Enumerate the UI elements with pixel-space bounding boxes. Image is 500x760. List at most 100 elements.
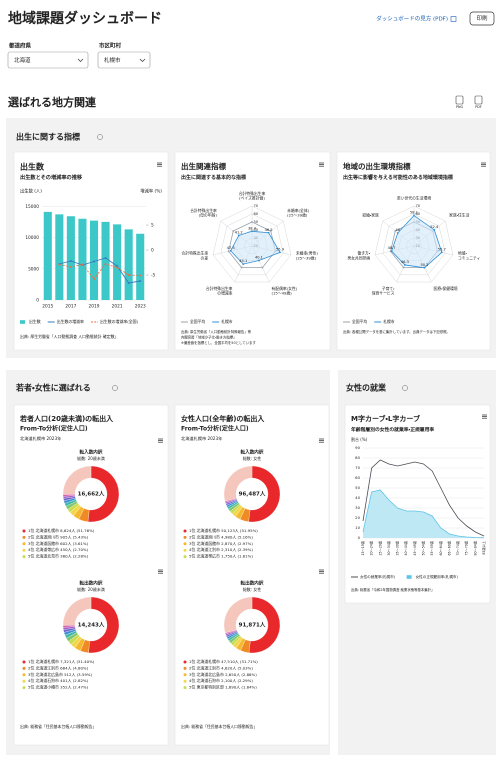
x-tick-label: 25〜29歳 xyxy=(377,540,382,555)
x-tick-label: 65〜69歳 xyxy=(446,540,451,555)
radar-area xyxy=(391,214,443,269)
radar-axis-label: (15〜49歳) xyxy=(272,290,293,295)
radar-axis-label: 結婚・家族 xyxy=(362,213,379,218)
line-point xyxy=(69,266,72,268)
radar-grid xyxy=(212,205,292,283)
radar-axis-label: 家族・住生活 xyxy=(449,213,469,218)
donut-hole xyxy=(75,609,107,641)
legend-swatch xyxy=(183,660,187,664)
donut-hole xyxy=(236,478,268,510)
card-subtitle: From-To分析(定住人口) xyxy=(181,425,249,433)
radar-grid xyxy=(382,213,446,276)
y-tick-label: 0 xyxy=(36,298,39,304)
line-point xyxy=(104,257,107,259)
legend-label: 全国平均 xyxy=(352,319,367,324)
radar-axis-label: 合計特殊出生率 xyxy=(182,251,209,256)
x-tick-label: 35〜39歳 xyxy=(395,540,400,555)
legend-swatch xyxy=(22,542,26,546)
y-tick-label: 20 xyxy=(355,515,360,520)
prefecture-select[interactable] xyxy=(7,51,89,69)
print-button-label[interactable]: 印刷 xyxy=(476,14,488,22)
legend-swatch xyxy=(22,660,26,664)
print-button[interactable] xyxy=(469,11,495,26)
x-tick-label: 60〜64歳 xyxy=(438,540,443,555)
data-label: 41.2 xyxy=(235,230,243,234)
icon-label[interactable]: PNG xyxy=(456,105,463,109)
radar-axis-label: 若い世代の生活環境 xyxy=(397,196,431,201)
guide-link[interactable]: ダッシュボードの見方 (PDF) xyxy=(376,15,448,23)
x-tick-label: 30〜34歳 xyxy=(386,540,391,555)
card-title: 女性人口(全年齢)の転出入 xyxy=(181,414,265,423)
legend-label: 1位 北海道札幌市 47,510人 (51.71%) xyxy=(189,659,258,664)
donut-heading: 転入数内訳 xyxy=(80,449,103,456)
prefecture-value[interactable]: 北海道 xyxy=(14,56,31,64)
info-icon[interactable] xyxy=(97,134,103,140)
png-icon[interactable] xyxy=(455,95,464,105)
radar-point xyxy=(242,263,245,265)
data-label: 47.3 xyxy=(227,246,235,250)
card-subtitle: 出生に関連する基本的な指標 xyxy=(181,174,246,181)
data-label: 50.2 xyxy=(420,263,428,267)
radar-axis-label: (25〜39歳) xyxy=(296,255,317,260)
line xyxy=(59,257,141,284)
line-point xyxy=(127,274,130,276)
x-tick-label: 2015 xyxy=(42,304,53,310)
card-title: M字カーブ・L字カーブ xyxy=(351,414,420,423)
bar xyxy=(101,221,110,300)
info-icon[interactable] xyxy=(402,385,408,391)
donut-subheading: 総数: 20歳未満 xyxy=(77,455,105,461)
donut-slice xyxy=(87,465,120,523)
radar-point xyxy=(251,230,253,233)
x-tick-label: 70〜74歳 xyxy=(455,540,460,555)
pdf-icon[interactable] xyxy=(474,95,483,105)
radar-point xyxy=(279,251,281,254)
radar-axis-label: 働き方・ xyxy=(357,251,370,256)
radar-point xyxy=(390,250,393,253)
x-tick-label: 55〜59歳 xyxy=(429,540,434,555)
bar xyxy=(89,220,99,300)
y-tick-label: 70 xyxy=(355,465,360,470)
donut-slice xyxy=(62,465,92,495)
y-tick-label: 30 xyxy=(355,505,360,510)
donut-subheading: 総数: 女性 xyxy=(243,455,262,461)
city-select[interactable] xyxy=(97,51,151,69)
panel-title: 女性の就業 xyxy=(346,383,387,393)
card-subtitle: 出生等に影響を与える可能性のある地域環境指標 xyxy=(343,174,453,181)
card-title: 出生関連指標 xyxy=(181,161,226,171)
r-tick-label: 50 xyxy=(254,220,259,224)
radar-axis-label: 子育て・ xyxy=(382,286,395,291)
legend-swatch xyxy=(406,575,412,579)
legend-label: 5位 東京都特別区部 1,690人 (1.84%) xyxy=(189,685,257,690)
y2-axis-title: 増減率 (%) xyxy=(140,188,162,195)
card-subtitle: 出生数とその増減率の推移 xyxy=(20,173,83,181)
chevron xyxy=(77,58,84,62)
legend-swatch xyxy=(183,535,187,539)
bar xyxy=(136,233,145,300)
caption: 北海道札幌市 2023年 xyxy=(181,435,222,442)
legend-swatch xyxy=(22,673,26,677)
legend-swatch xyxy=(22,555,26,559)
legend-swatch xyxy=(183,679,187,683)
data-label: 46.3 xyxy=(401,260,409,264)
x-tick-label: 85歳以上 xyxy=(481,540,486,554)
y2-tick-label: 5 xyxy=(151,223,154,229)
bar xyxy=(113,224,122,300)
legend-label: 3位 北海道北広島市 512人 (3.59%) xyxy=(28,672,93,677)
legend-swatch xyxy=(22,666,26,670)
icon-label[interactable]: PDF xyxy=(475,105,482,109)
legend-label: 女性の正規雇用率(札幌市) xyxy=(416,574,459,579)
donut-center-label: 96,487人 xyxy=(239,491,266,498)
section-title: 選ばれる地方関連 xyxy=(8,95,96,109)
bar xyxy=(124,229,133,300)
info-icon[interactable] xyxy=(112,385,118,391)
city-value[interactable]: 札幌市 xyxy=(104,56,121,64)
filter-label: 市区町村 xyxy=(99,42,122,50)
x-tick-label: 15〜19歳 xyxy=(360,540,365,555)
r-tick-label: 60 xyxy=(416,212,421,216)
line xyxy=(362,489,485,539)
y-axis-title: 出生数 (人) xyxy=(20,188,42,195)
donut-heading: 転入数内訳 xyxy=(241,449,264,456)
source: 内閣官房「地域少子化・働き方指標」 xyxy=(181,335,236,340)
radar-axis-label: 合計特殊出生率 xyxy=(206,286,233,291)
